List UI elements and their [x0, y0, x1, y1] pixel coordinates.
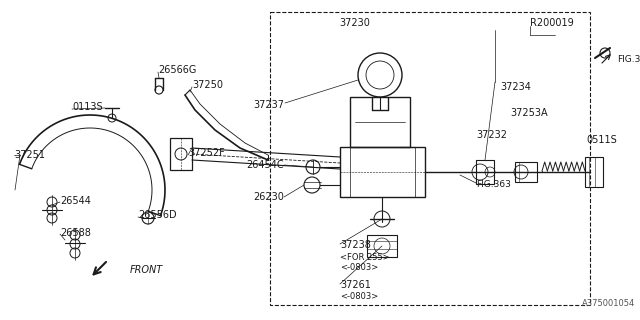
Text: FIG.363: FIG.363	[617, 55, 640, 64]
Text: FRONT: FRONT	[130, 265, 163, 275]
Text: 0511S: 0511S	[586, 135, 617, 145]
Bar	[585, 157, 603, 187]
Bar	[367, 235, 397, 257]
Bar	[350, 97, 410, 147]
Text: 37234: 37234	[500, 82, 531, 92]
Text: 26544: 26544	[60, 196, 91, 206]
Text: 37232: 37232	[476, 130, 507, 140]
Text: <-0803>: <-0803>	[340, 292, 378, 301]
Text: 26454C: 26454C	[246, 160, 284, 170]
Text: 37253A: 37253A	[510, 108, 548, 118]
Text: 26566G: 26566G	[158, 65, 196, 75]
Text: 26588: 26588	[60, 228, 91, 238]
Text: FIG.363: FIG.363	[476, 180, 511, 189]
Text: 37252F: 37252F	[188, 148, 225, 158]
Bar	[340, 147, 425, 197]
Text: <FOR 255>: <FOR 255>	[340, 253, 390, 262]
Text: R200019: R200019	[530, 18, 573, 28]
Text: A375001054: A375001054	[582, 299, 635, 308]
Text: 26230: 26230	[253, 192, 284, 202]
Text: 37237: 37237	[253, 100, 284, 110]
Text: 37251: 37251	[14, 150, 45, 160]
Text: 37250: 37250	[192, 80, 223, 90]
Text: <-0803>: <-0803>	[340, 263, 378, 272]
Text: 0113S: 0113S	[72, 102, 102, 112]
Text: 26556D: 26556D	[138, 210, 177, 220]
Bar	[515, 162, 537, 182]
Text: 37230: 37230	[340, 18, 371, 28]
Bar	[270, 12, 590, 305]
Bar	[170, 138, 192, 170]
Text: 37238: 37238	[340, 240, 371, 250]
Text: 37261: 37261	[340, 280, 371, 290]
Bar	[476, 160, 494, 184]
